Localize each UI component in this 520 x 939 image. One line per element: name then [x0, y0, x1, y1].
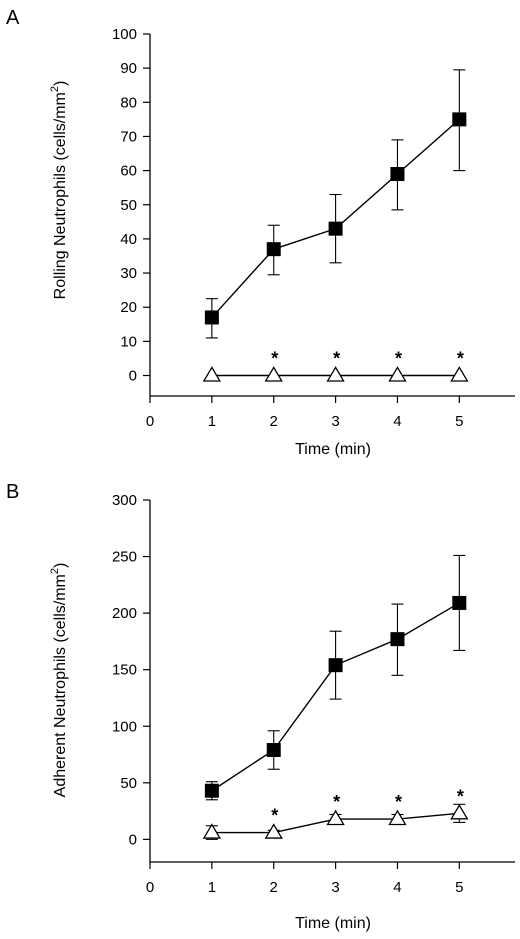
- panel-a-x-tick-label: 2: [270, 413, 278, 430]
- panel-b-series-1-square-marker: [452, 595, 467, 610]
- panel-a-series-2-triangle-marker: [264, 366, 283, 382]
- panel-a-series-1-square-marker: [328, 221, 343, 236]
- panel-b-y-tick-label: 150: [112, 662, 137, 679]
- panel-a-y-tick-label: 10: [120, 333, 137, 350]
- panel-b-series-1-square-marker: [390, 632, 405, 647]
- panel-b-x-tick-label: 0: [146, 879, 154, 896]
- panel-b-x-tick-label: 4: [393, 879, 401, 896]
- panel-a-y-tick-label: 60: [120, 163, 137, 180]
- panel-b-y-tick-label: 200: [112, 605, 137, 622]
- panel-a: A Rolling Neutrophils (cells/mm2) Time (…: [6, 7, 515, 458]
- panel-b-series-2-triangle-marker: [388, 809, 407, 826]
- panel-a-y-tick-label: 100: [112, 26, 137, 43]
- panel-a-y-tick-label: 90: [120, 60, 137, 77]
- panel-a-series-1-square-marker: [204, 310, 219, 325]
- panel-b-series-2-triangle-marker: [202, 823, 222, 839]
- panel-a-series-2-triangle-marker: [450, 366, 469, 382]
- panel-b-y-tick-label: 250: [112, 549, 137, 566]
- panel-a-y-tick-label: 0: [129, 368, 137, 385]
- panel-b-y-tick-label: 0: [129, 831, 137, 848]
- panel-b-series-2-significance-mark: *: [395, 792, 402, 812]
- panel-b-series-2-triangle-marker: [264, 823, 283, 839]
- panel-b-series-2-significance-mark: *: [333, 792, 340, 812]
- panel-a-x-tick-label: 1: [208, 413, 216, 430]
- panel-a-y-tick-label: 20: [120, 299, 137, 316]
- panel-a-ylabel: Rolling Neutrophils (cells/mm2): [49, 81, 69, 300]
- panel-b-x-tick-label: 2: [270, 879, 278, 896]
- panel-a-y-tick-label: 70: [120, 128, 137, 145]
- panel-a-series-2-triangle-marker: [326, 366, 345, 382]
- panel-b-plot: 0 50 100 150 200 250 300 0 1 2 3 4 5 * * * *: [112, 492, 515, 896]
- panel-a-y-tick-label: 80: [120, 94, 137, 111]
- panel-a-series-1-square-marker: [390, 167, 405, 182]
- panel-a-series-2-significance-mark: *: [333, 349, 340, 369]
- panel-a-y-tick-label: 30: [120, 265, 137, 282]
- panel-b-x-tick-label: 1: [208, 879, 216, 896]
- panel-a-label: A: [6, 7, 20, 29]
- panel-a-series-2-significance-mark: *: [457, 349, 464, 369]
- panel-a-series-2-triangle-marker: [388, 366, 407, 382]
- panel-b-x-tick-label: 5: [455, 879, 463, 896]
- panel-b-series-1-square-marker: [204, 783, 219, 798]
- panel-b-x-tick-label: 3: [331, 879, 339, 896]
- panel-b-series-1-square-marker: [328, 658, 343, 673]
- panel-a-series-1-square-marker: [266, 242, 281, 257]
- panel-a-y-tick-label: 50: [120, 197, 137, 214]
- panel-a-xlabel: Time (min): [295, 441, 371, 458]
- panel-b-series-2-significance-mark: *: [457, 786, 464, 806]
- panel-b: B Adherent Neutrophils (cells/mm2) Time …: [6, 481, 515, 932]
- panel-a-y-tick-label: 40: [120, 231, 137, 248]
- panel-a-x-tick-label: 5: [455, 413, 463, 430]
- panel-b-series-2-triangle-marker: [450, 804, 469, 820]
- panel-b-series-2-significance-mark: *: [271, 806, 278, 826]
- panel-b-ylabel: Adherent Neutrophils (cells/mm2): [49, 563, 69, 798]
- panel-a-plot: 0 10 20 30 40 50 60 70 80 90 100 0 1 2 3 4 5 * * * *: [112, 26, 515, 430]
- panel-b-label: B: [6, 481, 19, 503]
- panel-a-series-2-significance-mark: *: [271, 349, 278, 369]
- panel-a-series-2-significance-mark: *: [395, 349, 402, 369]
- panel-a-x-tick-label: 0: [146, 413, 154, 430]
- panel-a-series-1-square-marker: [452, 112, 467, 127]
- panel-b-y-tick-label: 300: [112, 492, 137, 509]
- panel-b-y-tick-label: 100: [112, 718, 137, 735]
- panel-a-series-2-triangle-marker: [202, 366, 222, 382]
- panel-b-series-2-triangle-marker: [326, 809, 345, 826]
- panel-a-x-tick-label: 4: [393, 413, 401, 430]
- panel-b-xlabel: Time (min): [295, 915, 371, 932]
- panel-a-x-tick-label: 3: [331, 413, 339, 430]
- panel-b-y-tick-label: 50: [120, 775, 137, 792]
- panel-b-series-1-square-marker: [266, 743, 281, 758]
